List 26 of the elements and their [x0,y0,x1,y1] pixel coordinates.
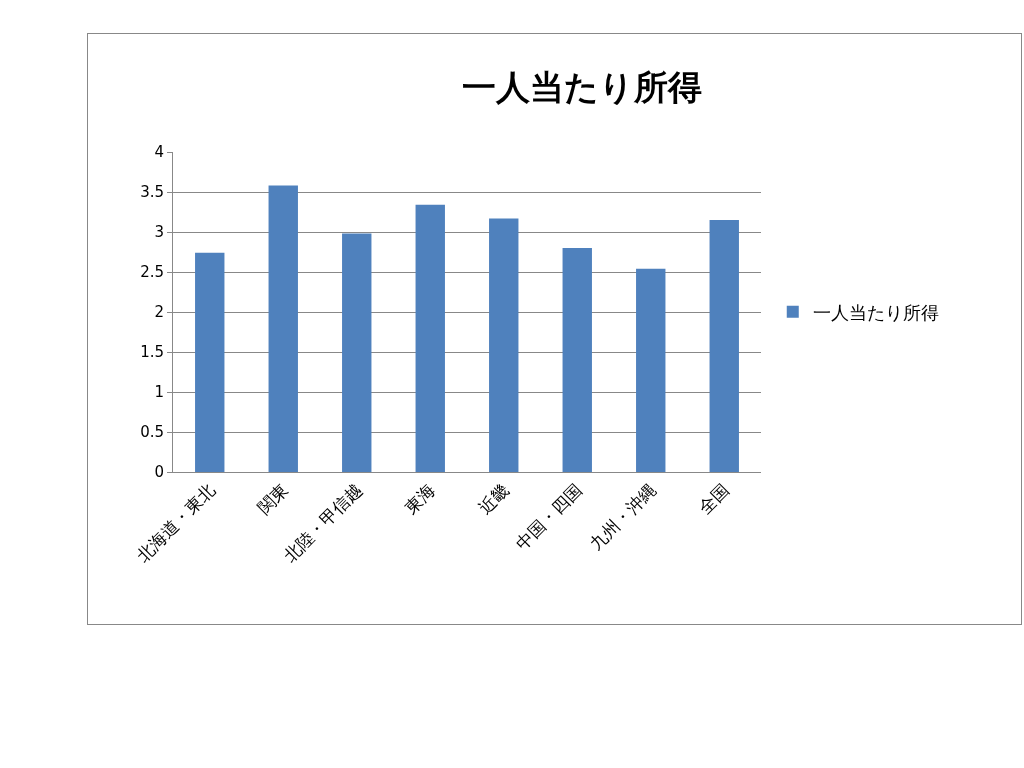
bar [195,252,225,472]
y-tick-label: 4 [154,143,164,162]
x-tick-label: 近畿 [474,479,513,518]
chart-title: 一人当たり所得 [462,67,703,107]
y-tick-label: 3 [154,223,164,242]
bar [268,185,298,472]
y-tick-label: 1 [154,383,164,402]
bar [562,248,592,472]
x-tick-label: 中国・四国 [511,479,587,554]
y-tick-label: 1.5 [140,343,164,362]
bar [342,233,372,472]
x-tick-label: 東海 [400,479,440,518]
legend-label: 一人当たり所得 [812,301,939,323]
x-tick-label: 九州・沖縄 [585,479,660,554]
y-tick-label: 3.5 [140,183,164,202]
x-tick-label: 関東 [253,479,293,518]
bar [709,220,739,472]
y-tick-label: 2 [154,303,164,322]
bar [489,218,519,472]
bar [415,204,445,472]
y-tick-label: 0.5 [140,423,164,442]
x-tick-label: 北海道・東北 [132,479,219,566]
y-tick-label: 2.5 [140,263,164,282]
bar [636,268,666,472]
x-tick-label: 全国 [694,479,734,518]
y-tick-label: 0 [154,463,164,482]
